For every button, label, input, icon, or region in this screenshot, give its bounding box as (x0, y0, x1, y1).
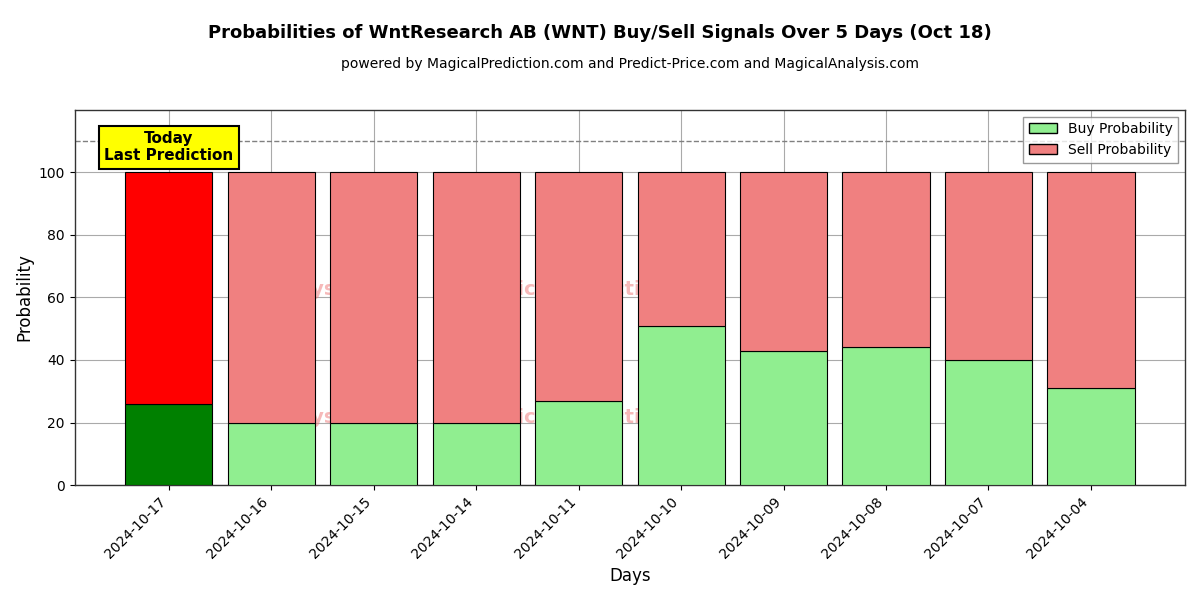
Bar (228, 422, 314, 485)
Text: Today
Last Prediction: Today Last Prediction (104, 131, 233, 163)
Bar (740, 350, 827, 485)
Bar (125, 172, 212, 404)
Bar (125, 404, 212, 485)
Bar (1048, 388, 1134, 485)
Bar (740, 172, 827, 350)
Bar (637, 326, 725, 485)
Text: MagicalPrediction.com: MagicalPrediction.com (472, 408, 721, 427)
Bar (842, 347, 930, 485)
Bar (1048, 172, 1134, 388)
Bar (330, 422, 418, 485)
Text: Probabilities of WntResearch AB (WNT) Buy/Sell Signals Over 5 Days (Oct 18): Probabilities of WntResearch AB (WNT) Bu… (208, 24, 992, 42)
Bar (944, 172, 1032, 360)
Text: MagicalPrediction.com: MagicalPrediction.com (472, 280, 721, 299)
Title: powered by MagicalPrediction.com and Predict-Price.com and MagicalAnalysis.com: powered by MagicalPrediction.com and Pre… (341, 57, 919, 71)
Bar (535, 401, 622, 485)
Bar (842, 172, 930, 347)
Bar (944, 360, 1032, 485)
Bar (432, 172, 520, 422)
Bar (228, 172, 314, 422)
Bar (330, 172, 418, 422)
Legend: Buy Probability, Sell Probability: Buy Probability, Sell Probability (1024, 116, 1178, 163)
Bar (432, 422, 520, 485)
Y-axis label: Probability: Probability (16, 253, 34, 341)
Text: calAnalysis.com: calAnalysis.com (232, 280, 407, 299)
Bar (535, 172, 622, 401)
Bar (637, 172, 725, 326)
X-axis label: Days: Days (610, 567, 650, 585)
Text: calAnalysis.com: calAnalysis.com (232, 408, 407, 427)
